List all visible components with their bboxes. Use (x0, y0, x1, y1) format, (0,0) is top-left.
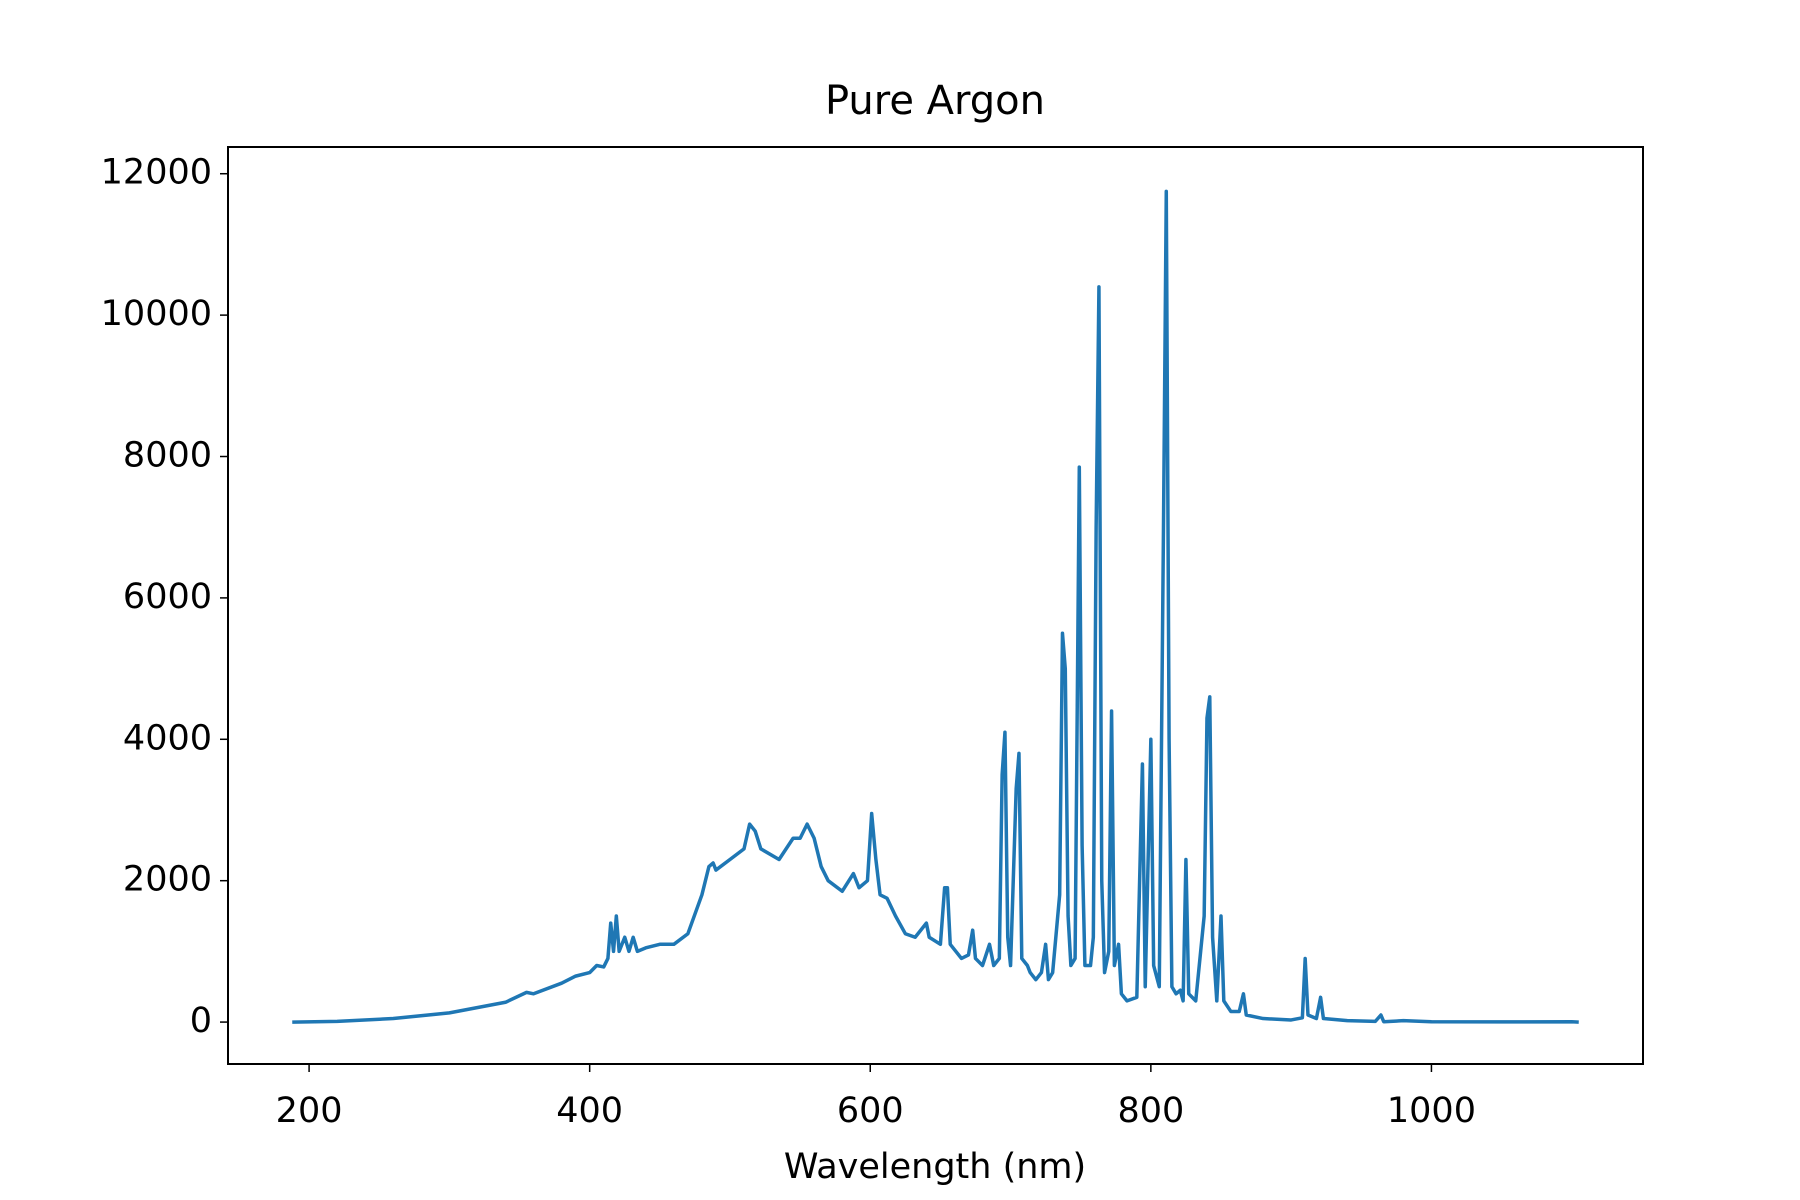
x-tick-label: 600 (837, 1091, 904, 1131)
y-tick-label: 12000 (101, 153, 212, 193)
x-axis-label: Wavelength (nm) (784, 1147, 1086, 1187)
y-tick-label: 6000 (123, 577, 212, 617)
y-tick-label: 8000 (123, 436, 212, 476)
x-tick-label: 200 (276, 1091, 343, 1131)
x-tick-label: 400 (556, 1091, 623, 1131)
y-tick-label: 2000 (123, 860, 212, 900)
y-tick-label: 10000 (101, 294, 212, 334)
spectrum-line (292, 189, 1579, 1024)
plot-frame (227, 146, 1644, 1065)
chart-title: Pure Argon (825, 78, 1045, 124)
y-tick-label: 0 (190, 1001, 212, 1041)
y-tick-label: 4000 (123, 718, 212, 758)
x-tick-label: 800 (1117, 1091, 1184, 1131)
x-tick-label: 1000 (1387, 1091, 1476, 1131)
